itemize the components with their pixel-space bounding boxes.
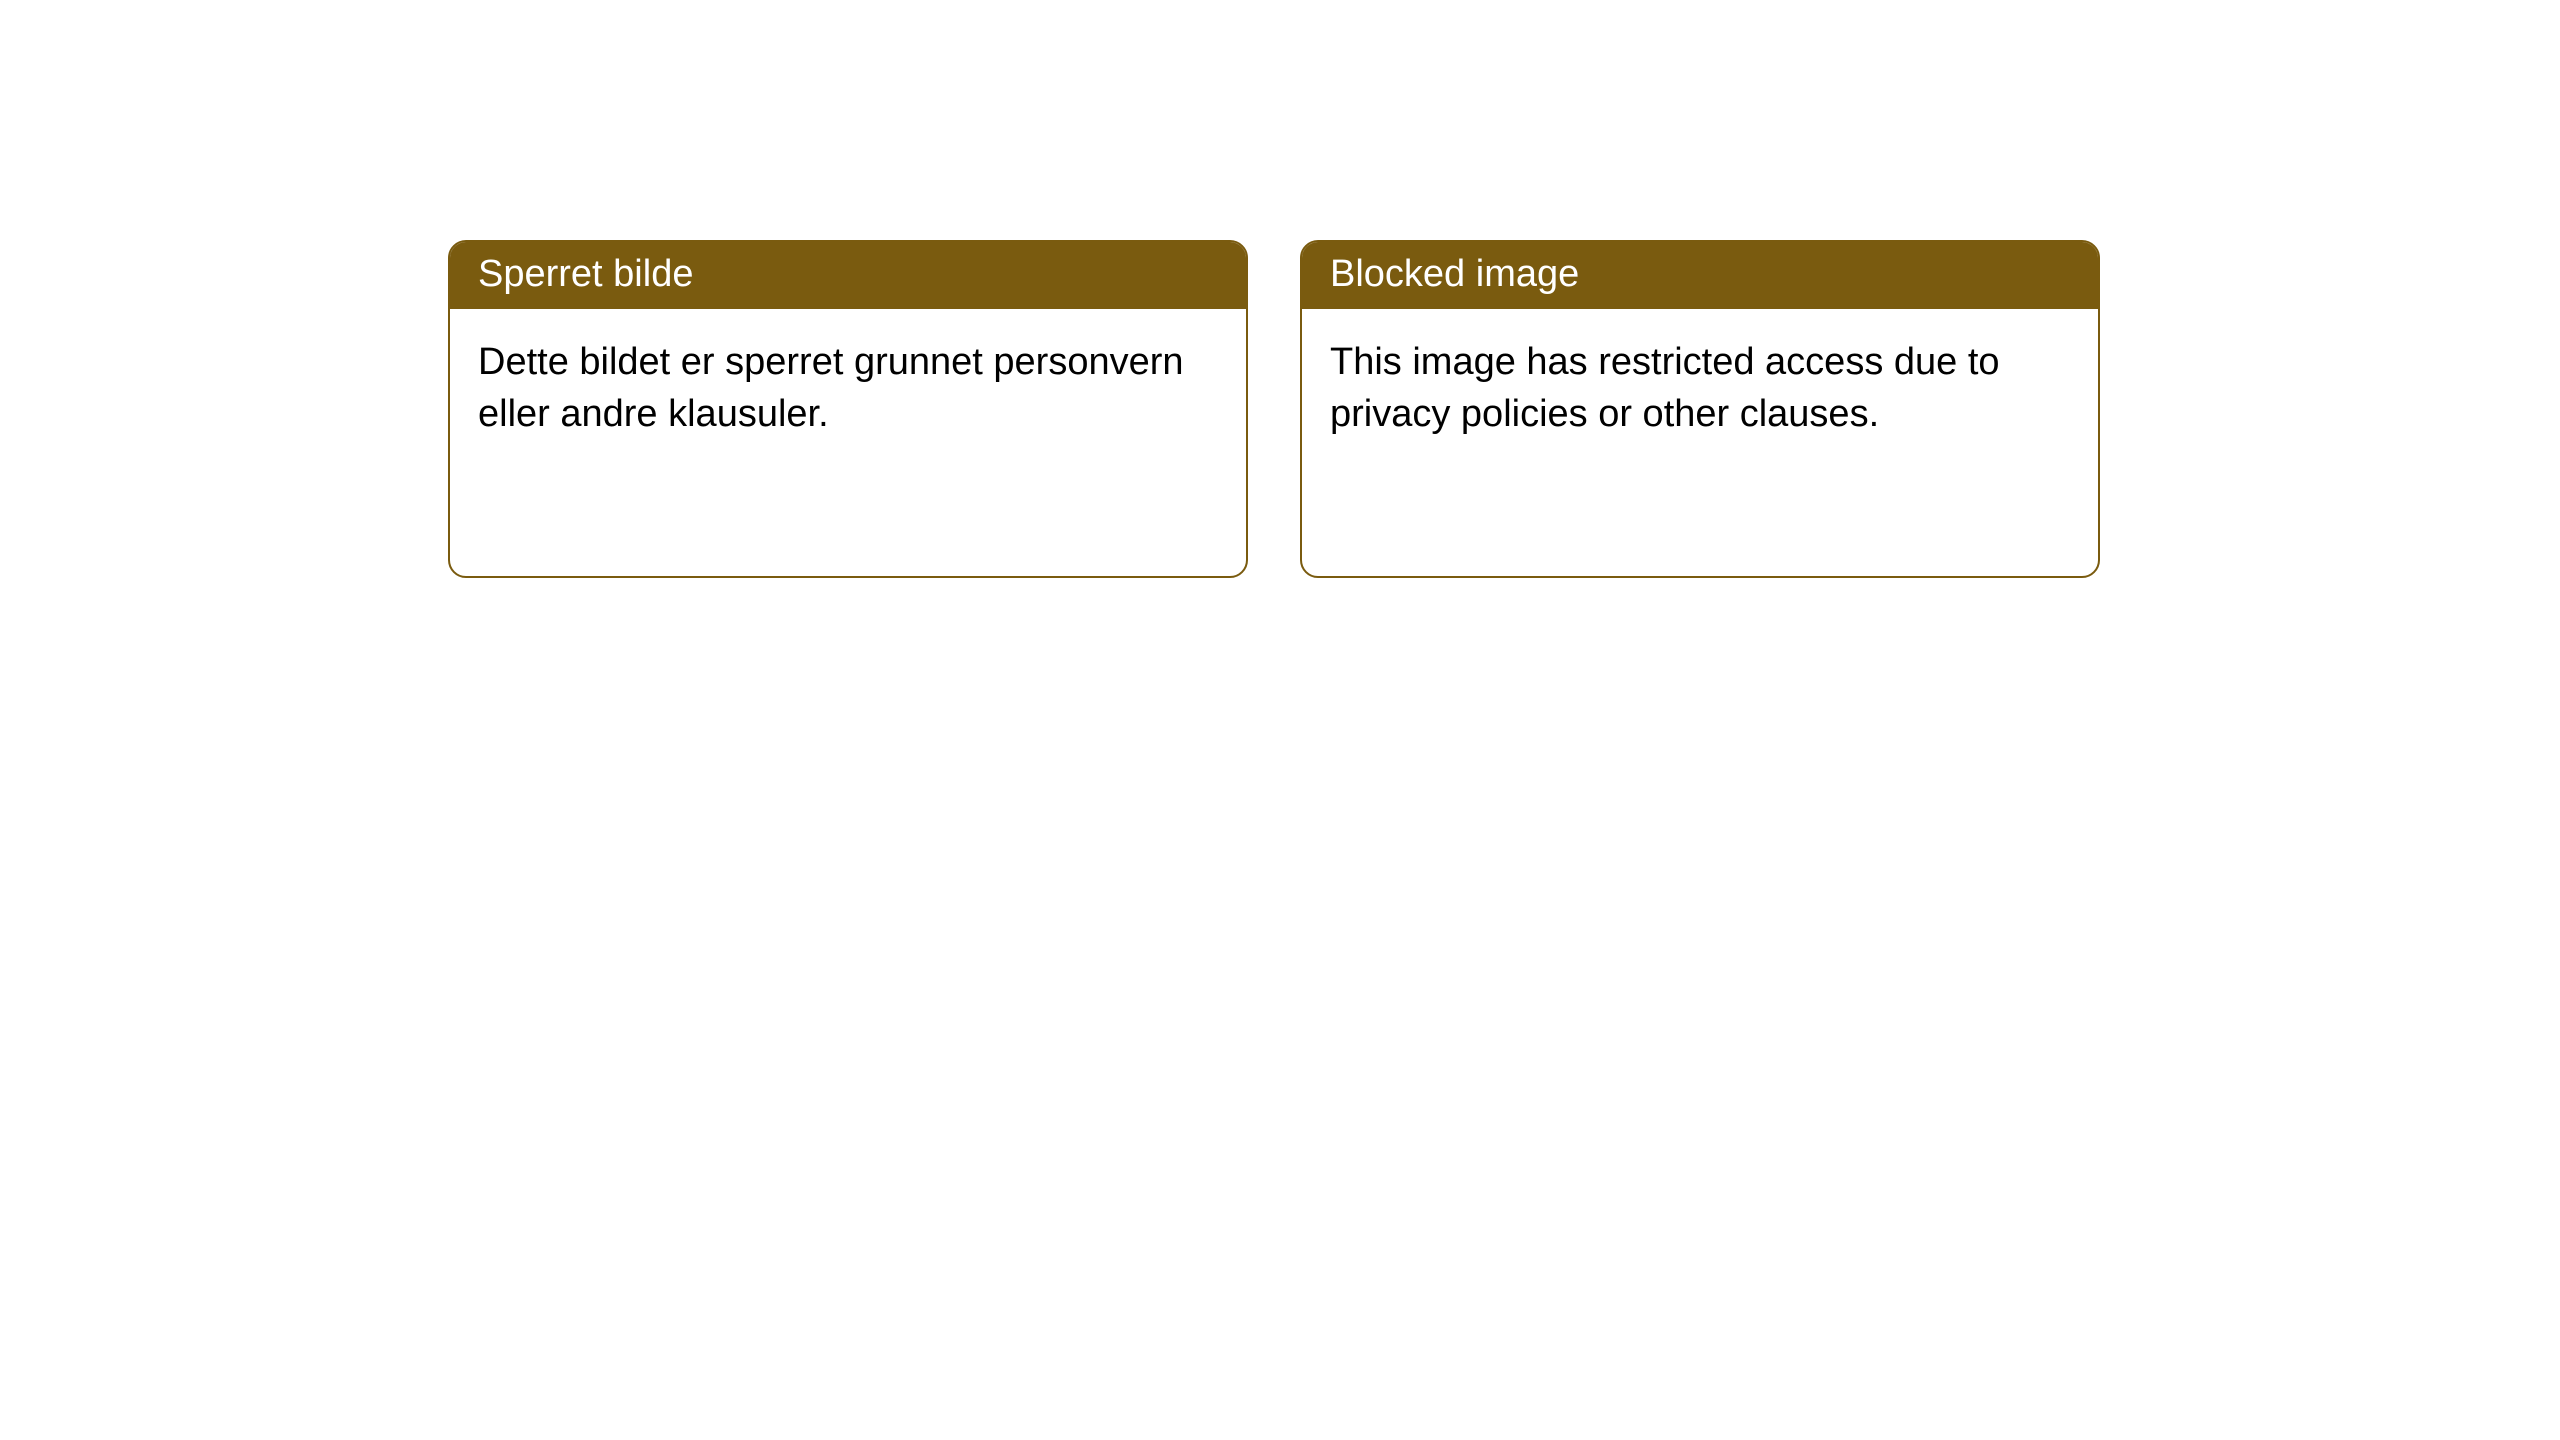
card-title-norwegian: Sperret bilde [450,242,1246,309]
notice-container: Sperret bilde Dette bildet er sperret gr… [0,0,2560,578]
card-body-norwegian: Dette bildet er sperret grunnet personve… [450,309,1246,468]
blocked-image-card-english: Blocked image This image has restricted … [1300,240,2100,578]
card-title-english: Blocked image [1302,242,2098,309]
card-body-english: This image has restricted access due to … [1302,309,2098,468]
blocked-image-card-norwegian: Sperret bilde Dette bildet er sperret gr… [448,240,1248,578]
